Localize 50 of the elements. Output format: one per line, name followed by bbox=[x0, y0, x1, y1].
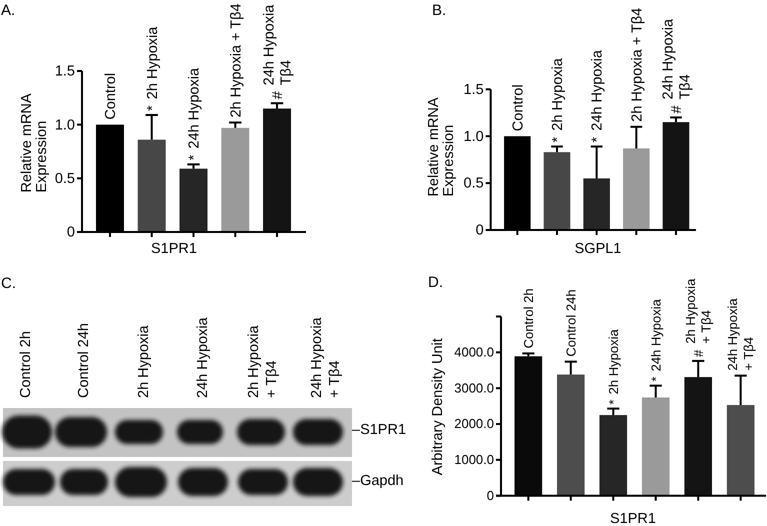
x-tick-label: 2h Hypoxia bbox=[550, 57, 566, 131]
annotation: * bbox=[186, 154, 203, 160]
y-tick-label: 0 bbox=[476, 222, 484, 239]
y-tick-label: 0 bbox=[486, 488, 494, 503]
x-tick-label: 2h Hypoxia + Tβ4 bbox=[629, 8, 646, 122]
text: –Gapdh bbox=[352, 473, 404, 489]
x-tick-label: Control bbox=[103, 72, 120, 120]
annotation: # bbox=[690, 348, 706, 357]
text: –S1PR1 bbox=[352, 422, 406, 438]
annotation: * bbox=[606, 400, 621, 405]
y-tick-label: 4000.0 bbox=[454, 344, 494, 360]
y-tick-label: 1.0 bbox=[54, 117, 75, 134]
x-tick-label: 24h Hypoxia bbox=[648, 298, 664, 372]
text: C. bbox=[1, 275, 16, 292]
y-tick-label: 3000.0 bbox=[454, 380, 494, 396]
annotation: * bbox=[590, 136, 606, 143]
annotation: * bbox=[144, 105, 161, 112]
x-tick-label: 2h Hypoxia bbox=[144, 26, 161, 100]
annotation: # bbox=[669, 105, 686, 114]
x-tick-label: 24h Hypoxia Tβ4 bbox=[660, 18, 694, 100]
x-axis-title: S1PR1 bbox=[151, 241, 197, 257]
x-tick-label: 24h Hypoxia bbox=[590, 49, 606, 131]
chart-title: B. bbox=[432, 2, 446, 19]
chart-title: D. bbox=[428, 274, 443, 291]
x-tick-label: Control 2h bbox=[520, 288, 536, 348]
y-tick-label: 1.5 bbox=[54, 64, 75, 80]
y-axis-title: Relative mRNA Expression bbox=[18, 93, 50, 193]
y-tick-label: 0.5 bbox=[54, 170, 75, 187]
x-tick-label: 2h Hypoxia + Tβ4 bbox=[682, 278, 714, 344]
y-tick-label: 1.0 bbox=[464, 128, 484, 145]
x-tick-label: 24h Hypoxia + Tβ4 bbox=[725, 298, 756, 371]
y-tick-label: 2000.0 bbox=[454, 416, 494, 432]
y-tick-label: 0 bbox=[66, 224, 75, 241]
annotation: * bbox=[550, 136, 566, 143]
y-tick-label: 1000.0 bbox=[454, 452, 494, 468]
x-axis-title: S1PR1 bbox=[610, 511, 656, 526]
y-axis-title: Relative mRNA Expression bbox=[426, 97, 458, 197]
x-axis-title: SGPL1 bbox=[574, 241, 622, 257]
x-tick-label: 2h Hypoxia + Tβ4 bbox=[228, 3, 244, 118]
chart-title: A. bbox=[1, 2, 16, 19]
x-tick-label: Control bbox=[510, 84, 526, 132]
annotation: # bbox=[270, 91, 286, 100]
annotation: * bbox=[648, 376, 664, 382]
x-tick-label: Control 24h bbox=[563, 289, 578, 357]
y-tick-label: 0.5 bbox=[464, 176, 484, 192]
x-tick-label: 24h Hypoxia Tβ4 bbox=[262, 4, 295, 86]
y-axis-title: Arbitrary Density Unit bbox=[430, 338, 446, 476]
x-tick-label: 2h Hypoxia bbox=[606, 328, 621, 394]
x-tick-label: 24h Hypoxia bbox=[186, 67, 203, 149]
y-tick-label: 1.5 bbox=[464, 82, 484, 98]
